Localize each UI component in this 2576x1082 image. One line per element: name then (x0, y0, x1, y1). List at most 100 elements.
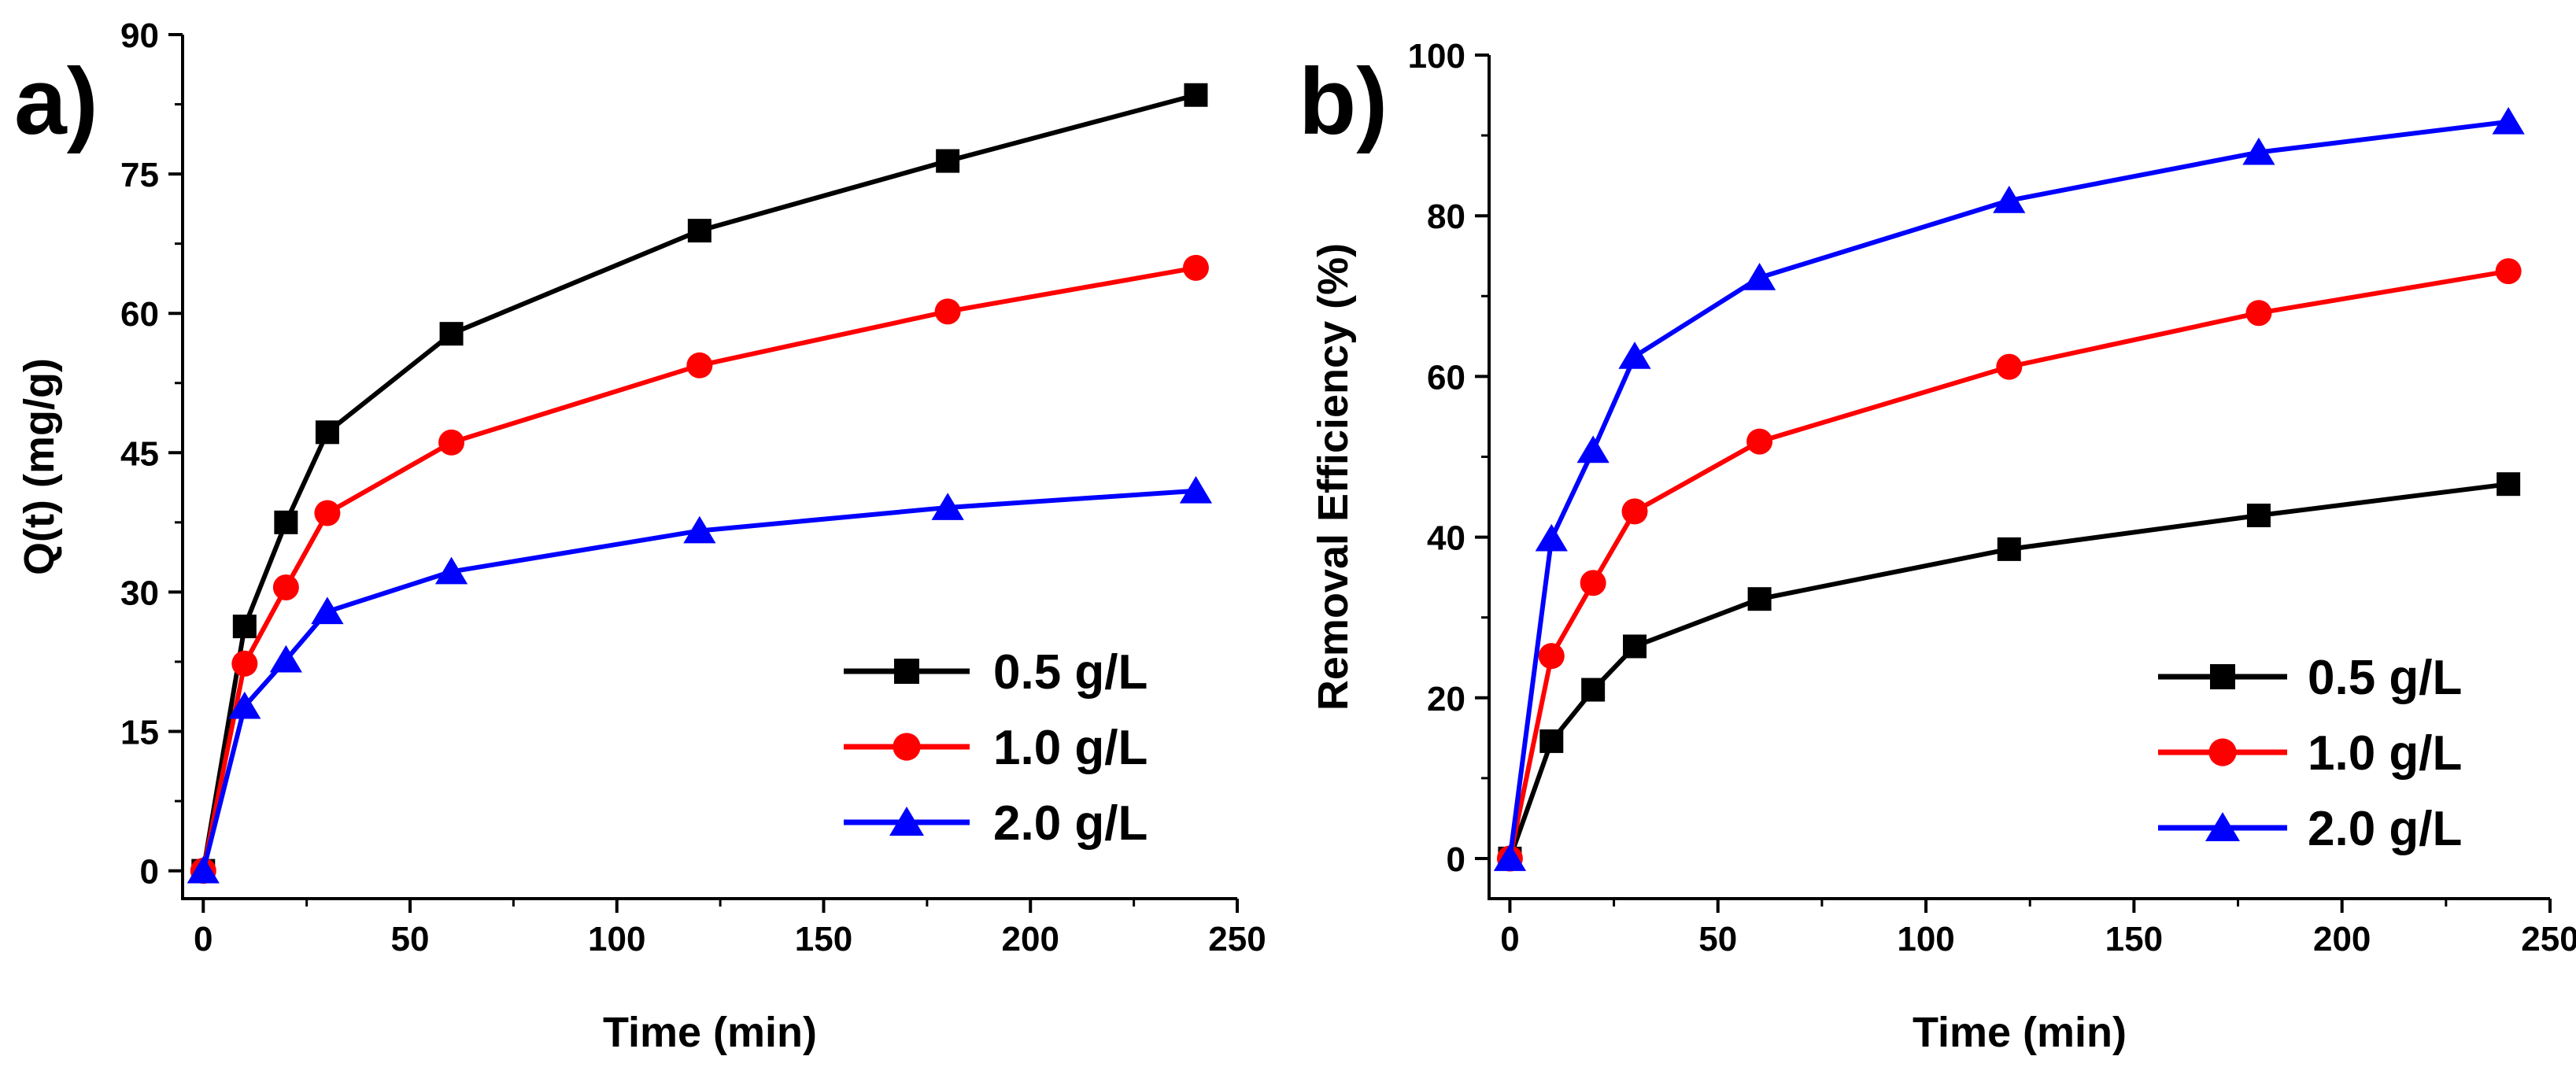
y-tick-label: 0 (140, 853, 159, 892)
y-tick-label: 30 (120, 574, 159, 612)
data-point (1996, 353, 2023, 380)
data-point (1538, 643, 1565, 670)
y-tick-label: 45 (120, 434, 159, 473)
legend-label: 2.0 g/L (2308, 802, 2462, 856)
y-tick-label: 75 (120, 156, 159, 194)
data-point (931, 493, 964, 520)
x-tick-label: 50 (1698, 920, 1737, 958)
y-tick-label: 40 (1427, 519, 1465, 558)
data-point (2246, 504, 2271, 528)
y-tick-label: 20 (1427, 680, 1465, 718)
data-point (438, 429, 465, 456)
chart-panel-a: 0 50 100 150 200 250 0 15 30 45 60 75 90 Time (min) Q(… (14, 17, 1266, 1056)
x-tick-label: 250 (2521, 920, 2576, 958)
data-point (1493, 844, 1527, 871)
data-point (228, 691, 261, 719)
y-tick-label: 80 (1427, 198, 1465, 236)
data-point (683, 515, 716, 544)
y-tick-label: 90 (120, 17, 159, 55)
legend: 0.5 g/L 1.0 g/L 2.0 g/L (844, 645, 1148, 851)
data-point (1179, 475, 1213, 504)
data-point (1539, 729, 1564, 753)
data-point (1993, 186, 2026, 213)
data-point (1182, 254, 1209, 281)
series-line (201, 488, 1196, 872)
legend-entry: 0.5 g/L (2158, 651, 2462, 705)
series-line (201, 92, 1197, 872)
legend-marker (2210, 664, 2235, 689)
legend-label: 0.5 g/L (2308, 651, 2462, 705)
y-axis-title: Q(t) (mg/g) (16, 358, 63, 575)
data-point (1576, 435, 1610, 463)
data-point (272, 574, 299, 600)
x-tick-label: 150 (795, 920, 852, 958)
data-point (1535, 523, 1568, 552)
x-tick-label: 0 (1500, 920, 1519, 958)
data-point (269, 644, 302, 673)
x-axis-title: Time (min) (603, 1009, 817, 1056)
y-tick-label: 60 (1427, 358, 1465, 397)
series-2-0-g-L (1493, 106, 2525, 871)
data-point (1184, 83, 1208, 107)
series-line (1507, 119, 2509, 859)
data-point (311, 596, 344, 625)
legend-entry: 0.5 g/L (844, 645, 1148, 700)
y-tick-label: 0 (1447, 840, 1465, 879)
x-tick-label: 250 (1208, 920, 1266, 958)
data-point (1618, 342, 1651, 369)
data-point (936, 149, 960, 173)
y-tick-label: 100 (1408, 37, 1465, 76)
legend-label: 1.0 g/L (2308, 726, 2462, 781)
y-tick-label: 60 (120, 295, 159, 334)
legend-marker (2205, 812, 2240, 841)
data-point (315, 420, 339, 445)
legend-entry: 2.0 g/L (844, 796, 1148, 851)
legend-label: 1.0 g/L (993, 721, 1148, 775)
data-point (2495, 258, 2522, 285)
x-tick-label: 200 (1002, 920, 1059, 958)
x-tick-label: 50 (391, 920, 430, 958)
data-point (2242, 137, 2275, 165)
legend-marker (893, 733, 921, 761)
panel-label: a) (14, 49, 98, 154)
data-point (934, 298, 961, 325)
data-point (687, 219, 711, 243)
legend-entry: 1.0 g/L (2158, 726, 2462, 781)
legend-marker (2208, 738, 2237, 766)
legend-marker (894, 659, 919, 684)
data-point (439, 322, 464, 346)
x-tick-label: 100 (1897, 920, 1954, 958)
x-axis-title: Time (min) (1913, 1009, 2127, 1056)
panel-label: b) (1299, 49, 1388, 154)
data-point (231, 650, 258, 677)
data-point (232, 615, 257, 639)
series-2-0-g-L (187, 475, 1213, 884)
legend: 0.5 g/L 1.0 g/L 2.0 g/L (2158, 651, 2462, 856)
legend-entry: 2.0 g/L (2158, 802, 2462, 856)
data-point (1743, 263, 1776, 290)
data-point (314, 500, 341, 526)
series-1-0-g-L (1496, 258, 2522, 872)
x-tick-label: 100 (588, 920, 645, 958)
data-point (434, 556, 468, 585)
chart-panel-b: 0 50 100 150 200 250 0 20 40 60 80 100 Time (min) Rem… (1299, 37, 2576, 1056)
data-point (2497, 472, 2521, 497)
data-point (187, 855, 220, 884)
x-tick-label: 150 (2105, 920, 2163, 958)
data-point (1621, 498, 1648, 525)
data-point (1747, 587, 1772, 611)
data-point (1997, 537, 2021, 561)
legend-label: 2.0 g/L (993, 796, 1148, 851)
x-tick-label: 200 (2313, 920, 2371, 958)
series-1-0-g-L (190, 254, 1209, 884)
y-axis-title: Removal Efficiency (%) (1310, 243, 1357, 711)
data-point (274, 510, 298, 534)
data-point (2492, 106, 2525, 135)
data-point (1623, 634, 1647, 659)
legend-entry: 1.0 g/L (844, 721, 1148, 775)
data-point (1746, 428, 1773, 455)
data-point (1580, 570, 1606, 596)
data-point (1581, 678, 1606, 702)
legend-marker (889, 807, 924, 836)
